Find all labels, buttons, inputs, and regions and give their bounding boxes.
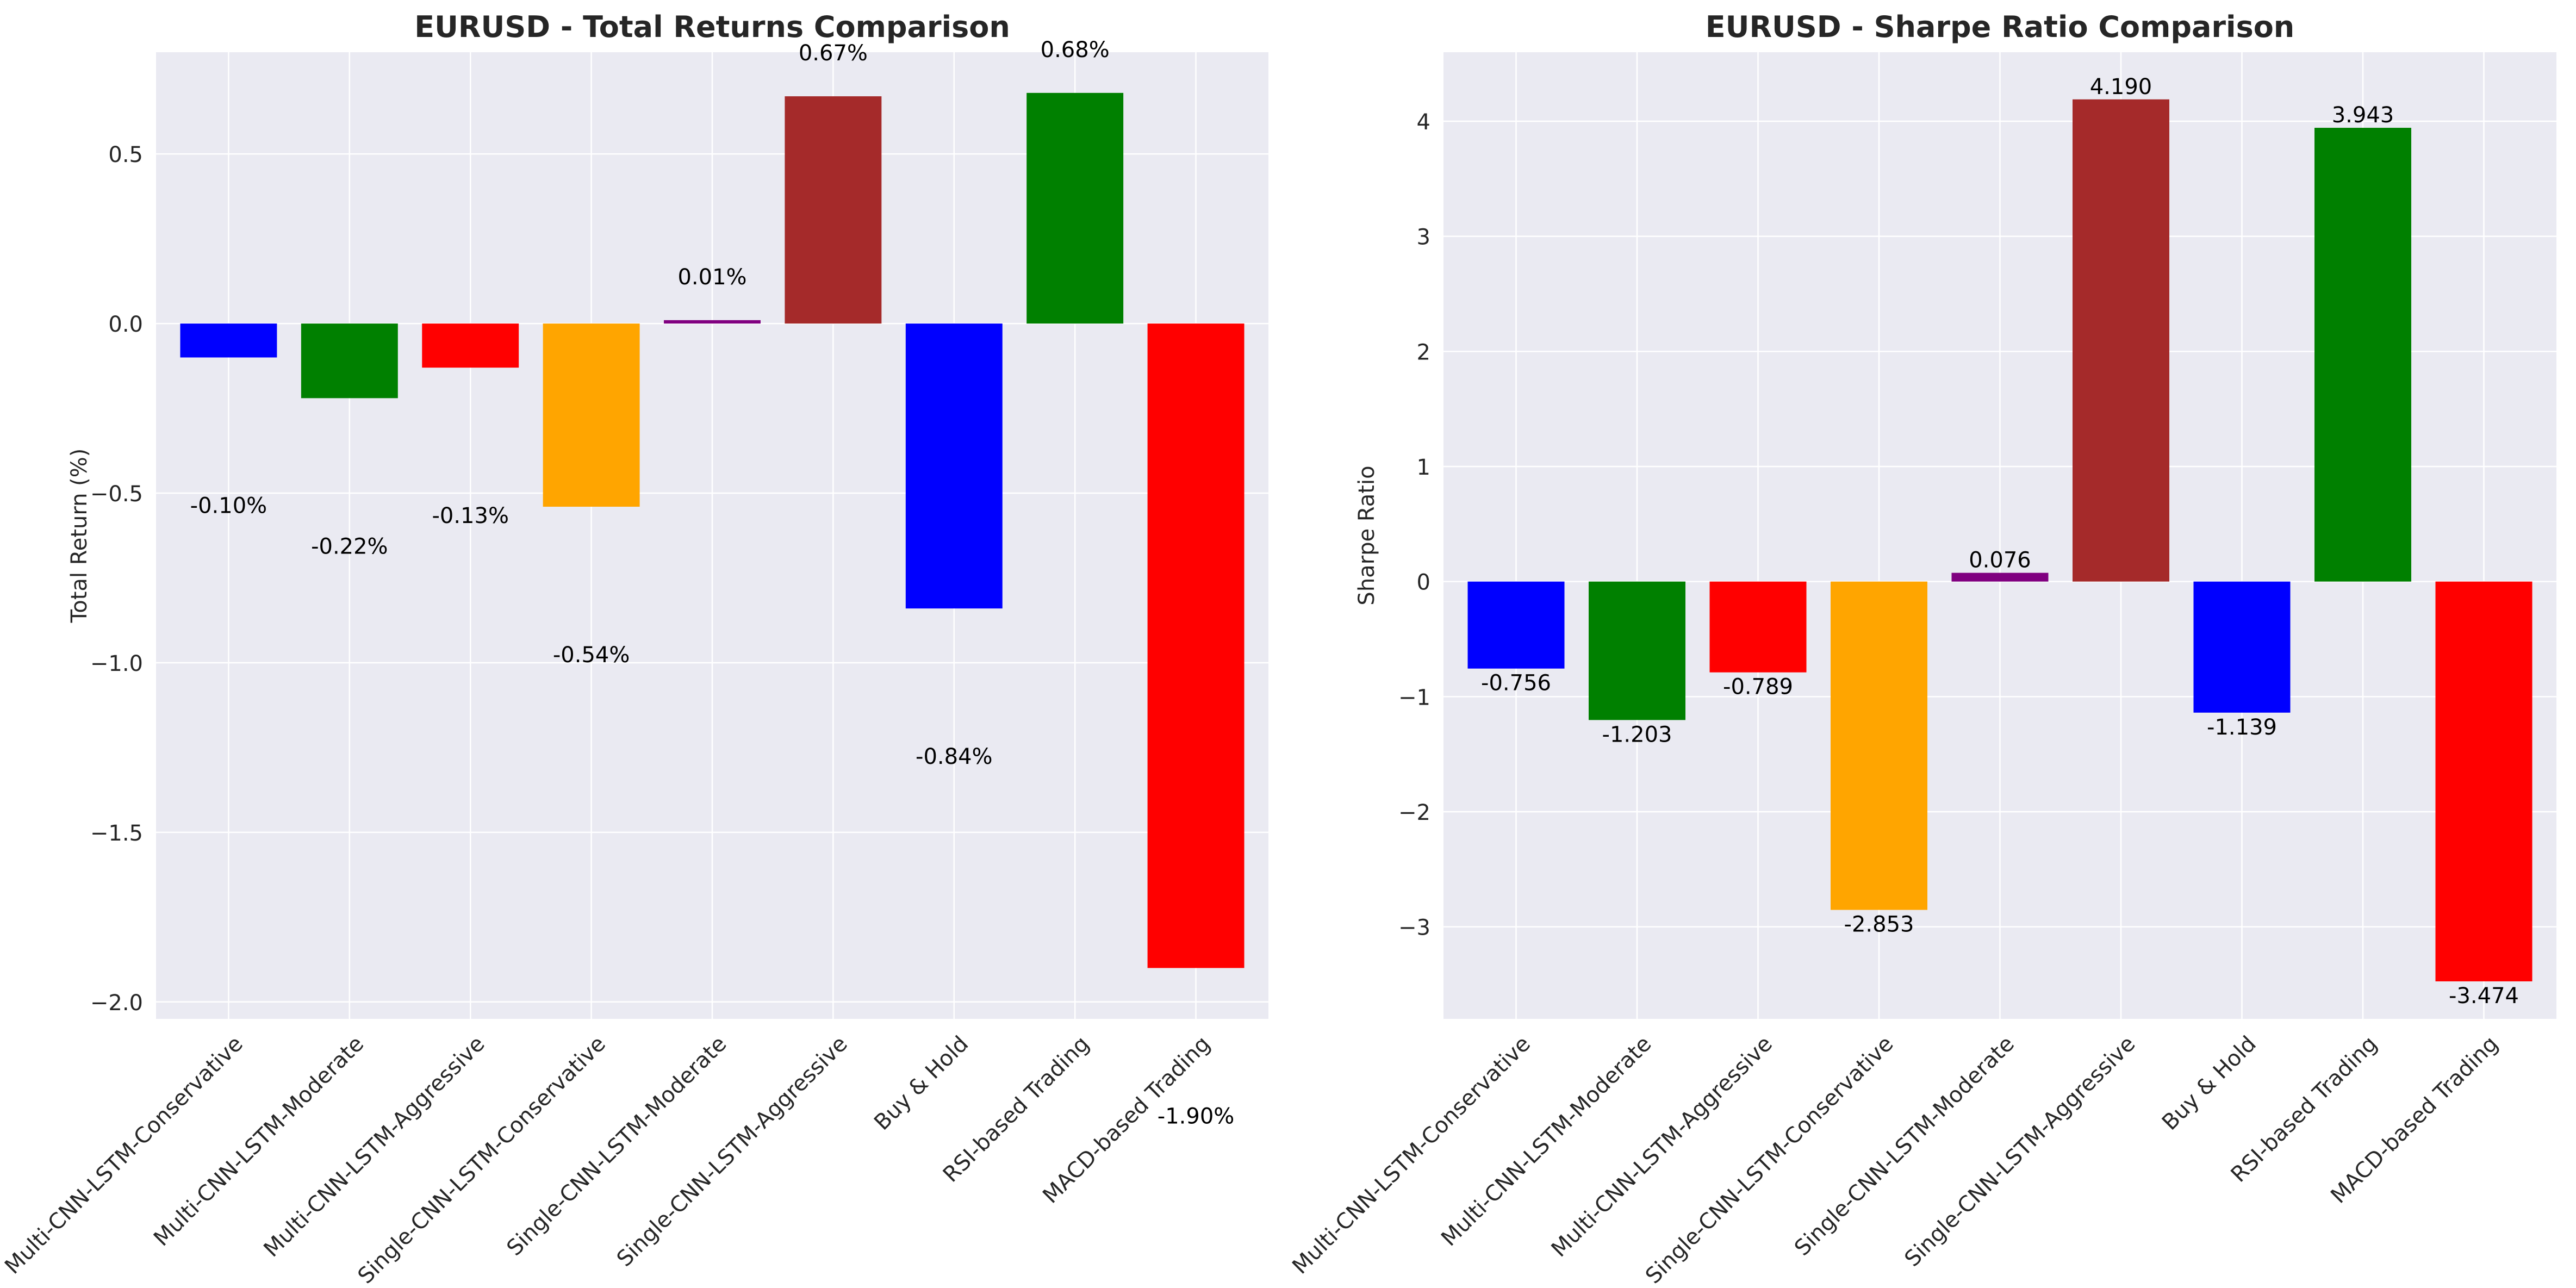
- chart-title: EURUSD - Total Returns Comparison: [414, 10, 1010, 44]
- x-tick-label: Single-CNN-LSTM-Conservative: [1641, 1031, 1898, 1288]
- bar: [2073, 99, 2169, 582]
- bar: [1589, 581, 1685, 720]
- value-label: -1.90%: [1158, 1104, 1235, 1129]
- bar: [905, 323, 1003, 609]
- value-label: 4.190: [2090, 74, 2152, 99]
- value-label: 0.67%: [799, 41, 868, 66]
- value-label: 0.68%: [1041, 38, 1110, 63]
- x-tick-label: Multi-CNN-LSTM-Aggressive: [1547, 1031, 1777, 1262]
- bar: [1026, 92, 1124, 324]
- x-tick-label: Multi-CNN-LSTM-Conservative: [1287, 1031, 1535, 1279]
- x-tick-label: Single-CNN-LSTM-Moderate: [502, 1031, 731, 1261]
- y-tick-label: 2: [1417, 340, 1430, 365]
- bar: [180, 323, 277, 358]
- y-axis-label: Total Return (%): [67, 449, 92, 624]
- y-tick-label: 3: [1417, 225, 1430, 250]
- y-tick-label: 0: [1417, 570, 1430, 595]
- value-label: 0.01%: [677, 265, 746, 290]
- y-tick-label: −0.5: [90, 482, 143, 507]
- value-label: -0.13%: [432, 503, 509, 528]
- y-tick-label: 4: [1417, 110, 1430, 135]
- y-tick-label: 0.5: [108, 142, 143, 167]
- y-tick-label: 0.0: [108, 312, 143, 337]
- value-label: -0.54%: [553, 643, 630, 668]
- bar: [1951, 573, 2049, 582]
- value-label: 0.076: [1969, 548, 2031, 573]
- value-label: -0.22%: [311, 534, 388, 559]
- value-label: -0.84%: [916, 744, 993, 769]
- bar: [1467, 581, 1565, 669]
- x-tick-label: Multi-CNN-LSTM-Conservative: [0, 1031, 248, 1279]
- value-label: 3.943: [2332, 103, 2394, 128]
- bar: [785, 96, 882, 324]
- value-label: -0.789: [1723, 675, 1793, 700]
- value-label: -1.139: [2207, 715, 2277, 740]
- bar: [664, 320, 761, 324]
- returns-chart-panel: 0.5 0.0 −0.5 −1.0 −1.5 −2.0 -0.10% Multi-CNN-LS…: [0, 10, 1268, 1288]
- x-tick-label: Multi-CNN-LSTM-Moderate: [149, 1031, 369, 1251]
- chart-title: EURUSD - Sharpe Ratio Comparison: [1706, 10, 2295, 44]
- value-label: -0.756: [1481, 671, 1551, 696]
- x-tick-label: Buy & Hold: [869, 1031, 973, 1135]
- bar: [1709, 581, 1807, 673]
- bar: [1147, 323, 1245, 968]
- bar: [301, 323, 398, 399]
- sharpe-chart-panel: 4 3 2 1 0 −1 −2 −3 -0.756 Multi-CNN-LSTM-Conserva…: [1287, 10, 2556, 1288]
- value-label: -2.853: [1844, 912, 1914, 937]
- bar: [422, 323, 519, 368]
- y-tick-label: −1.5: [90, 821, 143, 846]
- y-tick-label: −2.0: [90, 991, 143, 1016]
- value-label: -3.474: [2449, 984, 2519, 1009]
- y-tick-label: −1: [1398, 685, 1430, 710]
- y-axis-label: Sharpe Ratio: [1354, 465, 1379, 605]
- bar: [2435, 581, 2533, 981]
- x-tick-label: Single-CNN-LSTM-Conservative: [353, 1031, 611, 1288]
- bar: [543, 323, 640, 507]
- x-tick-label: Single-CNN-LSTM-Aggressive: [612, 1031, 853, 1272]
- y-tick-label: −3: [1398, 916, 1430, 941]
- x-tick-label: Multi-CNN-LSTM-Aggressive: [259, 1031, 489, 1262]
- y-tick-label: −2: [1398, 800, 1430, 825]
- x-tick-label: Buy & Hold: [2157, 1031, 2261, 1135]
- x-tick-label: Single-CNN-LSTM-Aggressive: [1900, 1031, 2140, 1272]
- y-tick-label: −1.0: [90, 651, 143, 676]
- x-tick-label: Multi-CNN-LSTM-Moderate: [1436, 1031, 1656, 1251]
- value-label: -0.10%: [190, 493, 267, 518]
- value-label: -1.203: [1602, 722, 1672, 747]
- bar: [2314, 128, 2411, 582]
- x-tick-label: Single-CNN-LSTM-Moderate: [1790, 1031, 2019, 1261]
- bar: [1831, 581, 1927, 910]
- bar: [2193, 581, 2291, 713]
- y-tick-label: 1: [1417, 455, 1430, 480]
